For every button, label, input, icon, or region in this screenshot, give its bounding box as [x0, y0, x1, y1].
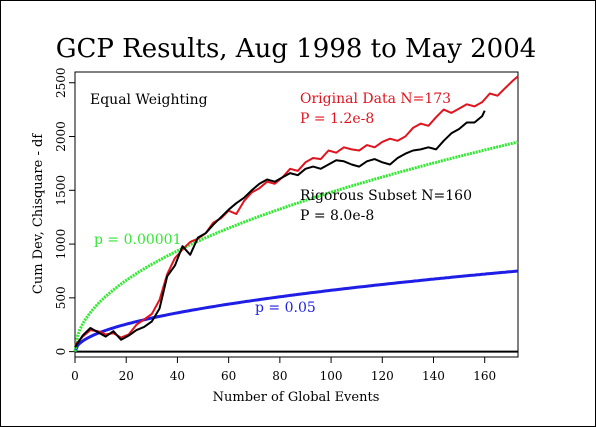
x-tick-label: 160	[473, 369, 496, 383]
y-tick-label: 0	[54, 348, 68, 356]
x-tick-label: 140	[422, 369, 445, 383]
original-data-line	[74, 75, 519, 346]
y-axis: 0 500 1000 1500 2000 2500	[54, 67, 75, 355]
annotation-equal-weighting: Equal Weighting	[90, 92, 208, 108]
p-green-curve	[73, 140, 519, 352]
x-tick-label: 40	[170, 369, 185, 383]
x-axis-label: Number of Global Events	[213, 390, 380, 405]
annotation-original-p: P = 1.2e-8	[300, 111, 374, 127]
x-tick-label: 20	[119, 369, 134, 383]
rigorous-subset-line	[74, 110, 486, 348]
y-tick-label: 1000	[54, 229, 68, 260]
x-tick-label: 80	[272, 369, 287, 383]
annotation-original-data: Original Data N=173	[300, 91, 451, 107]
p-blue-curve	[73, 269, 519, 353]
x-axis: 0 20 40 60 80 100 120 140 160	[71, 357, 496, 383]
x-tick-label: 100	[320, 369, 343, 383]
y-tick-label: 2500	[54, 67, 68, 98]
x-tick-label: 60	[221, 369, 236, 383]
x-tick-label: 120	[371, 369, 394, 383]
plot-frame	[74, 71, 519, 358]
chart-title: GCP Results, Aug 1998 to May 2004	[56, 34, 537, 64]
y-tick-label: 500	[54, 286, 68, 309]
annotation-p-green: p = 0.00001	[94, 232, 182, 248]
annotation-p-blue: p = 0.05	[255, 300, 316, 316]
y-tick-label: 1500	[54, 175, 68, 206]
y-axis-label: Cum Dev, Chisquare - df	[31, 133, 46, 294]
x-tick-label: 0	[71, 369, 79, 383]
annotation-rigorous-subset: Rigorous Subset N=160	[300, 188, 472, 204]
annotation-subset-p: P = 8.0e-8	[300, 208, 374, 224]
y-tick-label: 2000	[54, 121, 68, 152]
